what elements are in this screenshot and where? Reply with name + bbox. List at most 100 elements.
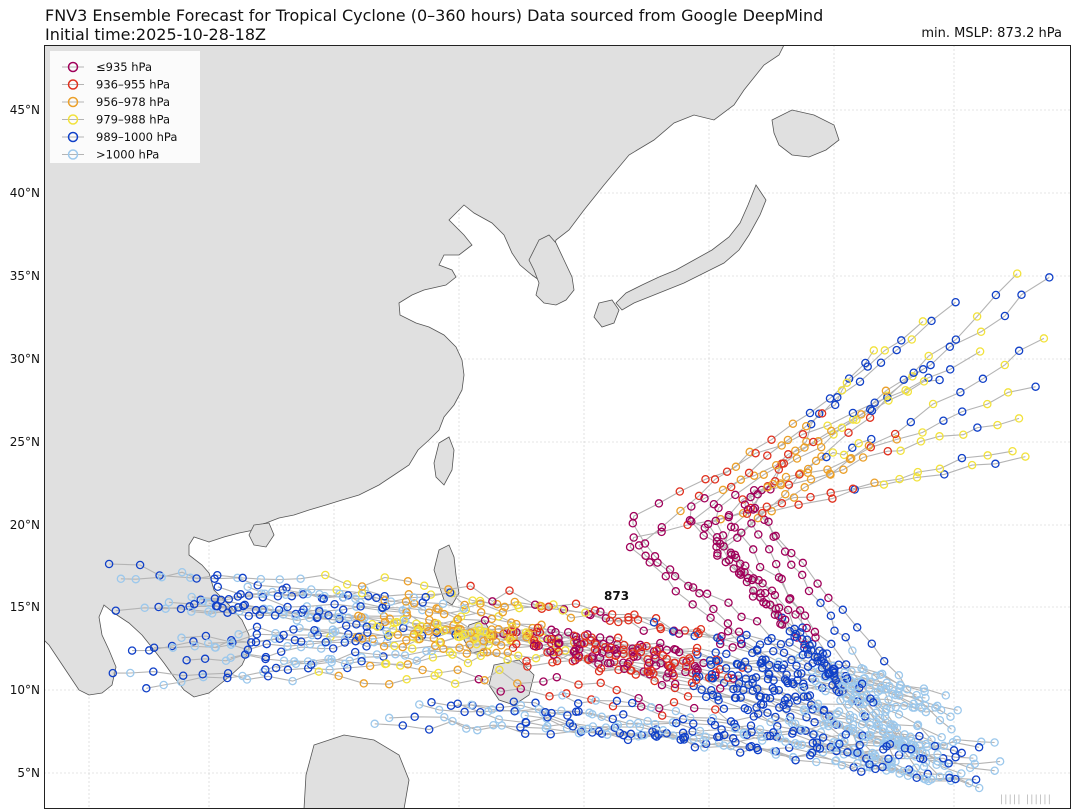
track-point: [155, 571, 164, 580]
track-point: [157, 572, 166, 582]
track-point: [619, 649, 628, 659]
track-point: [390, 641, 399, 651]
track-point: [268, 587, 277, 597]
track-point: [856, 729, 865, 738]
track-point: [728, 643, 737, 652]
track-point: [852, 623, 862, 632]
track-point: [803, 662, 813, 671]
track-point: [178, 671, 188, 680]
track-point: [586, 610, 595, 620]
track-point: [651, 614, 661, 623]
track-point: [895, 474, 904, 484]
track-point: [828, 448, 838, 457]
track-point: [476, 651, 486, 661]
track-point: [753, 684, 762, 694]
track-point: [671, 718, 681, 728]
track-point: [781, 489, 790, 499]
track-point: [638, 642, 647, 652]
track-point: [528, 623, 537, 633]
latitude-label: 20°N: [9, 518, 40, 532]
track-point: [275, 575, 285, 584]
track-point: [896, 446, 905, 456]
track-point: [940, 470, 949, 479]
track-point: [944, 759, 953, 768]
track-point: [571, 599, 581, 609]
latitude-label: 30°N: [9, 352, 40, 366]
track-point: [656, 658, 665, 668]
track-point: [531, 653, 541, 663]
track-point: [274, 605, 284, 615]
track-point: [699, 531, 708, 540]
track-point: [848, 443, 857, 453]
track-point: [198, 670, 207, 679]
track-point: [804, 586, 814, 596]
track-point: [710, 475, 720, 484]
track-point: [811, 633, 820, 642]
track-point: [469, 635, 479, 644]
track-point: [890, 429, 900, 439]
track-point: [748, 678, 757, 688]
track-point: [717, 632, 726, 641]
track-point: [792, 661, 801, 671]
track-point: [707, 670, 717, 679]
track-point: [897, 336, 906, 345]
track-point: [897, 739, 907, 749]
track-point: [939, 416, 948, 425]
track-point: [743, 505, 753, 514]
track-point: [739, 728, 748, 738]
track-point: [923, 742, 932, 752]
track-point: [789, 726, 798, 736]
track-point: [749, 586, 758, 595]
track-point: [427, 698, 436, 707]
track-point: [843, 724, 853, 734]
track-point: [871, 671, 880, 681]
track-point: [879, 656, 889, 666]
track-point: [356, 602, 365, 611]
track-point: [973, 423, 982, 432]
track-point: [426, 590, 436, 599]
track-point: [884, 396, 893, 405]
track-point: [365, 661, 375, 671]
track-point: [783, 450, 793, 459]
track-point: [314, 667, 324, 676]
track-point: [951, 774, 960, 784]
track-point: [116, 574, 126, 584]
track-point: [418, 665, 427, 675]
track-point: [1008, 446, 1017, 456]
track-point: [670, 658, 679, 668]
track-point: [679, 735, 689, 744]
track-point: [674, 629, 684, 638]
track-point: [382, 626, 391, 636]
track-point: [800, 443, 809, 452]
track-point: [817, 663, 827, 673]
track-point: [904, 765, 914, 774]
track-point: [185, 602, 194, 611]
track-point: [795, 470, 804, 479]
track-point: [872, 738, 882, 747]
track-point: [858, 709, 868, 719]
track-point: [826, 470, 835, 479]
track-point: [744, 468, 754, 478]
track-point: [718, 485, 728, 495]
track-point: [847, 684, 856, 694]
track-point: [912, 473, 922, 482]
track-point: [760, 588, 770, 598]
track-point: [189, 599, 199, 609]
track-point: [276, 647, 286, 656]
track-point: [825, 669, 835, 678]
track-point: [467, 700, 476, 710]
track-point: [381, 659, 391, 668]
track-point: [597, 729, 607, 738]
track-point: [789, 493, 799, 502]
track-point: [848, 408, 858, 418]
track-point: [801, 726, 810, 736]
track-point: [777, 499, 787, 508]
track-point: [791, 446, 800, 455]
track-point: [296, 637, 306, 646]
track-point: [135, 560, 145, 570]
track-point: [774, 573, 784, 582]
track-point: [580, 631, 590, 640]
track-point: [771, 460, 781, 470]
track-point: [908, 372, 917, 381]
track-point: [328, 644, 338, 653]
